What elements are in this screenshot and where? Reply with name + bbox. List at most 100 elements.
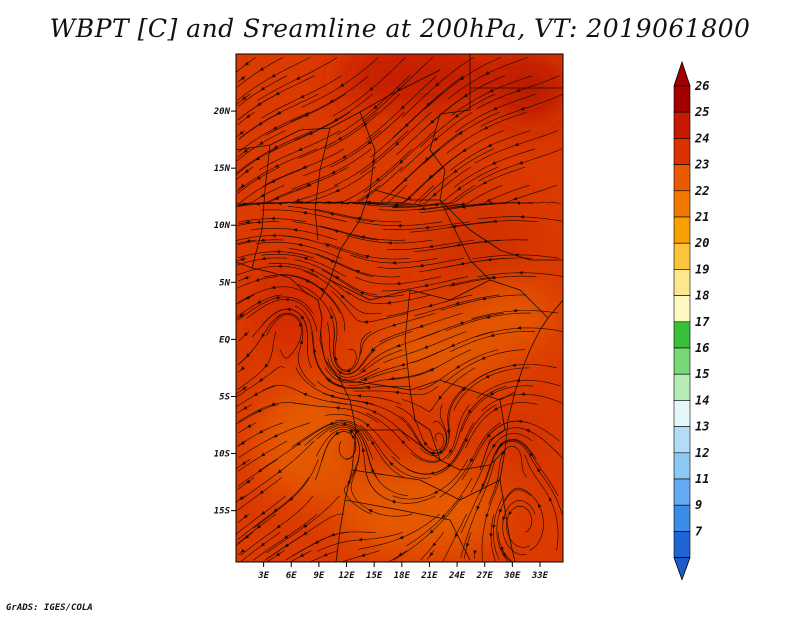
- colorbar-swatch: [673, 190, 691, 218]
- colorbar-swatch: [673, 269, 691, 296]
- streamline-arrow: [271, 233, 276, 238]
- streamline-arrow: [428, 244, 434, 249]
- streamline-arrow: [284, 297, 289, 302]
- lon-tick-label: 3E: [257, 571, 269, 581]
- streamline: [236, 185, 312, 207]
- colorbar-swatch: [673, 347, 691, 375]
- streamline-arrow: [424, 225, 429, 230]
- streamline: [237, 276, 251, 282]
- streamline-arrow: [239, 313, 244, 318]
- streamline-arrow: [361, 447, 366, 452]
- streamline: [236, 239, 256, 245]
- streamline-arrow: [259, 141, 264, 145]
- streamline-arrow: [277, 264, 282, 269]
- streamline-arrow: [293, 228, 298, 232]
- streamline-arrow: [242, 406, 248, 410]
- streamline-arrow: [399, 159, 404, 164]
- streamline-arrow: [240, 548, 245, 553]
- streamline-arrow: [240, 440, 245, 445]
- streamline-arrow: [517, 326, 522, 330]
- streamline-arrow: [304, 279, 310, 284]
- streamline-arrow: [300, 315, 305, 320]
- streamline-arrow: [470, 458, 474, 463]
- streamline: [389, 550, 408, 562]
- streamline-arrow: [493, 106, 498, 110]
- streamline-arrow: [461, 205, 466, 209]
- colorbar-swatch: [673, 111, 691, 139]
- streamline-arrow: [450, 282, 455, 286]
- streamline-arrow: [391, 323, 396, 327]
- streamline-arrow: [391, 261, 396, 265]
- lat-tick-label: 5N: [219, 278, 230, 288]
- streamline-arrow: [298, 147, 303, 151]
- streamline-arrow: [270, 179, 276, 183]
- colorbar-label: 15: [695, 367, 709, 381]
- streamline-arrow: [438, 395, 443, 400]
- streamline-arrow: [335, 406, 340, 410]
- streamline-arrow: [490, 333, 495, 337]
- streamline-arrow: [489, 533, 493, 538]
- streamline-arrow: [329, 259, 335, 264]
- streamline: [420, 532, 444, 561]
- streamline-arrow: [275, 552, 281, 557]
- streamline-arrow: [428, 303, 433, 308]
- streamline-arrow: [435, 82, 440, 87]
- colorbar-swatch: [673, 164, 691, 192]
- streamline-arrow: [390, 376, 395, 381]
- streamline-arrow: [275, 91, 280, 96]
- streamline-arrow: [387, 241, 392, 245]
- streamline-arrow: [486, 433, 491, 439]
- streamline-arrow: [360, 553, 366, 557]
- streamline: [237, 477, 255, 490]
- streamline-arrow: [239, 257, 245, 261]
- streamline-arrow: [303, 523, 308, 528]
- colorbar-label: 21: [694, 210, 709, 224]
- streamline-arrow: [256, 524, 262, 529]
- streamline-arrow: [338, 200, 343, 205]
- streamline-arrow: [342, 154, 347, 159]
- wbpt-shade-region: [337, 464, 504, 557]
- border-line: [236, 69, 441, 151]
- streamline-arrow: [485, 315, 491, 319]
- streamline-arrow: [305, 182, 311, 187]
- streamline-arrow: [257, 408, 262, 413]
- border-line: [429, 54, 491, 281]
- streamline: [238, 331, 250, 342]
- streamline-arrow: [483, 125, 489, 130]
- streamline-arrow: [366, 201, 371, 205]
- streamline-arrow: [244, 61, 249, 66]
- streamline-arrow: [258, 121, 263, 126]
- streamline: [237, 477, 282, 511]
- lon-tick-label: 24E: [448, 571, 466, 581]
- streamline-arrow: [261, 511, 266, 515]
- streamline-arrow: [312, 348, 317, 353]
- streamline-arrow: [485, 374, 490, 379]
- lat-tick-label: 5S: [219, 392, 230, 402]
- streamline-arrow: [400, 105, 405, 110]
- streamline: [237, 513, 277, 544]
- streamline: [236, 130, 314, 174]
- streamline-arrow: [486, 198, 491, 202]
- streamline-arrow: [511, 363, 516, 367]
- streamline-arrow: [518, 270, 523, 275]
- colorbar-label: 12: [695, 446, 709, 460]
- streamline-arrow: [502, 516, 506, 521]
- streamline-arrow: [323, 552, 328, 557]
- streamline-arrow: [284, 543, 289, 548]
- streamline-arrow: [329, 421, 334, 425]
- lon-tick-label: 33E: [531, 571, 549, 581]
- streamline-arrow: [356, 216, 361, 221]
- colorbar-label: 23: [694, 158, 709, 172]
- streamline-arrow: [260, 542, 265, 547]
- streamline-arrow: [394, 203, 399, 207]
- streamline-arrow: [424, 157, 430, 162]
- streamline-arrow: [372, 410, 377, 415]
- streamline-arrow: [246, 239, 251, 243]
- streamline-arrow: [463, 93, 468, 98]
- streamline-arrow: [333, 117, 338, 122]
- streamline-arrow: [261, 256, 266, 261]
- streamline-arrow: [243, 148, 248, 153]
- streamline-arrow: [277, 469, 282, 474]
- streamline-arrow: [458, 131, 463, 136]
- streamline-arrow: [460, 261, 465, 266]
